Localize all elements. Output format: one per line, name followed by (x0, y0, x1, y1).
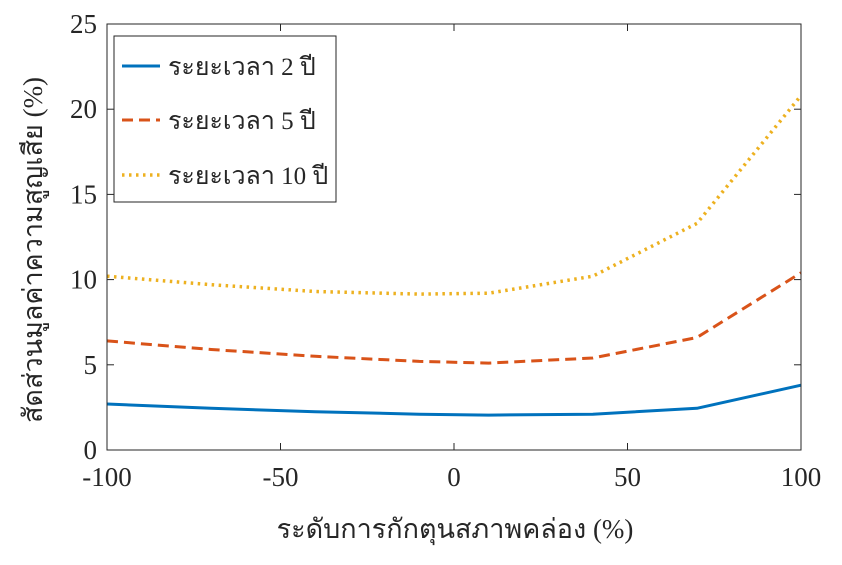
legend-item: ระยะเวลา 5 ปี (122, 107, 316, 135)
y-tick-label: 5 (84, 350, 98, 380)
legend-box (113, 35, 337, 203)
series-layer (106, 94, 803, 417)
legend: ระยะเวลา 2 ปี ระยะเวลา 5 ปี ระยะเวลา 10 … (113, 35, 337, 203)
series-line-1 (106, 271, 802, 365)
x-tick-label: 100 (781, 462, 822, 492)
x-tick-label: 0 (447, 462, 461, 492)
y-tick-label: 10 (70, 265, 97, 295)
y-axis-label: สัดส่วนมูลค่าความสูญเสีย (%) (18, 77, 49, 423)
y-tick-label: 0 (84, 435, 98, 465)
x-tick-label: -50 (263, 462, 299, 492)
legend-label: ระยะเวลา 5 ปี (168, 107, 316, 135)
x-axis-label: ระดับการกักตุนสภาพคล่อง (%) (277, 514, 634, 546)
y-tick-label: 15 (70, 179, 97, 209)
y-tick-label: 25 (70, 9, 97, 39)
x-tick-label: -100 (82, 462, 132, 492)
y-tick-label: 20 (70, 94, 97, 124)
legend-label: ระยะเวลา 2 ปี (168, 53, 316, 81)
x-tick-label: 50 (614, 462, 641, 492)
axes-layer: -100 -50 0 50 100 0 5 10 15 20 25 (70, 9, 821, 492)
legend-label: ระยะเวลา 10 ปี (168, 162, 328, 190)
legend-item: ระยะเวลา 2 ปี (122, 53, 316, 81)
legend-item: ระยะเวลา 10 ปี (122, 162, 328, 190)
series-line-0 (106, 383, 802, 417)
